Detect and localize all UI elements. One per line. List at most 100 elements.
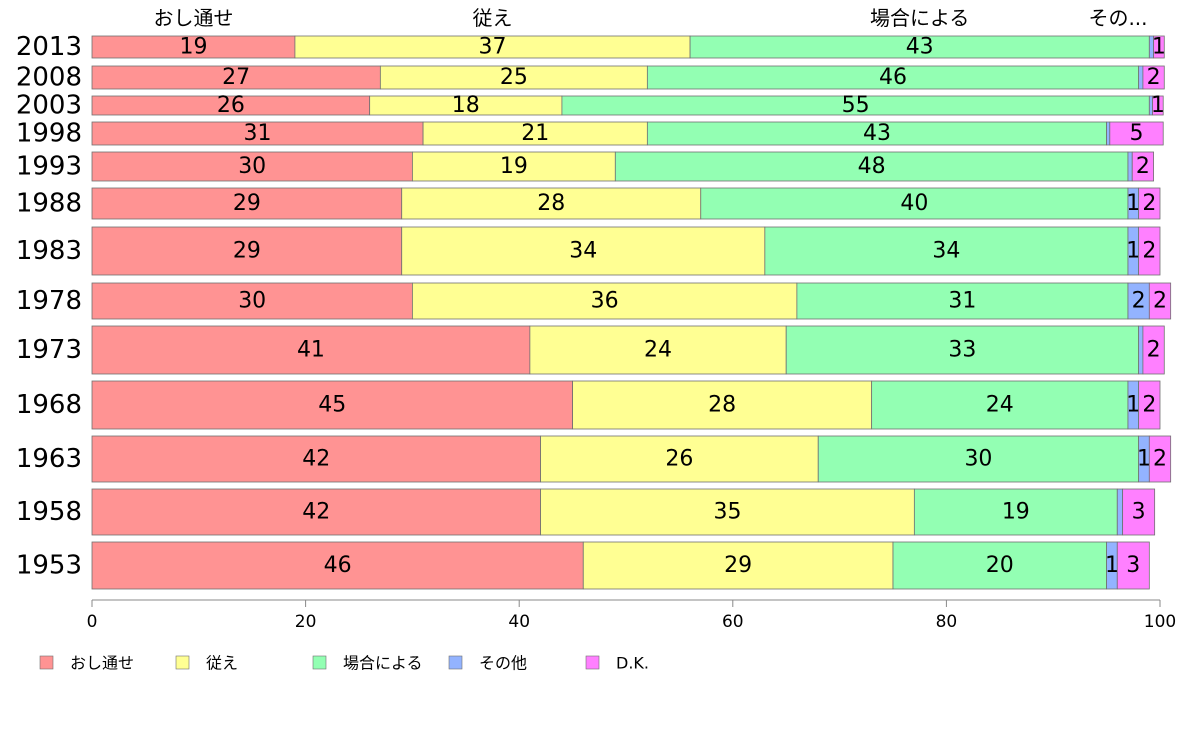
data-label: 34 xyxy=(932,239,960,264)
category-label: 1953 xyxy=(16,551,82,581)
bar-segment xyxy=(582,541,894,590)
bar-segment xyxy=(1142,65,1165,90)
bar-segment xyxy=(1122,488,1156,536)
bar-segment xyxy=(540,488,915,536)
data-label: 30 xyxy=(238,289,266,314)
bar-segment xyxy=(1138,380,1161,430)
data-label: 36 xyxy=(591,289,619,314)
data-label: 42 xyxy=(302,500,330,525)
top-segment-labels: おし通せ 従え 場合による その... xyxy=(153,6,1147,30)
data-label: 35 xyxy=(713,500,741,525)
data-label: 2 xyxy=(1147,338,1161,363)
data-label: 2 xyxy=(1132,289,1146,314)
bar-row-2003: 2003 26 18 55 1 xyxy=(16,91,1165,121)
bar-row-1983: 1983 29 34 34 1 2 xyxy=(16,226,1161,276)
data-label: 18 xyxy=(452,93,480,118)
data-label: 43 xyxy=(906,35,934,60)
data-label: 3 xyxy=(1126,553,1140,578)
data-label: 25 xyxy=(500,65,528,90)
bar-segment xyxy=(91,226,403,276)
data-label: 24 xyxy=(986,393,1014,418)
top-label: 従え xyxy=(473,6,513,30)
legend-label: おし通せ xyxy=(70,654,134,673)
bar-segment xyxy=(1142,325,1165,375)
top-label: その... xyxy=(1088,6,1147,30)
bar-segment xyxy=(785,325,1140,375)
data-label: 48 xyxy=(858,154,886,179)
bar-row-1988: 1988 29 28 40 1 2 xyxy=(16,187,1161,220)
bar-segment xyxy=(1148,435,1172,483)
data-label: 55 xyxy=(842,93,870,118)
legend-item: D.K. xyxy=(585,654,649,673)
data-label: 2 xyxy=(1142,191,1156,216)
bar-segment xyxy=(411,151,616,182)
data-label: 2 xyxy=(1142,239,1156,264)
data-label: 27 xyxy=(222,65,250,90)
bar-row-1978: 1978 30 36 31 2 2 xyxy=(16,282,1172,320)
legend-swatch xyxy=(448,655,463,670)
x-tick-label: 0 xyxy=(87,612,98,632)
x-tick-label: 40 xyxy=(508,612,530,632)
data-label: 2 xyxy=(1153,289,1167,314)
legend-swatch xyxy=(312,655,327,670)
category-label: 2013 xyxy=(16,32,82,62)
x-tick-label: 80 xyxy=(936,612,958,632)
category-label: 1993 xyxy=(16,152,82,182)
bar-segment xyxy=(1127,151,1133,182)
category-label: 1988 xyxy=(16,189,82,219)
data-label: 45 xyxy=(318,393,346,418)
data-label: 30 xyxy=(964,447,992,472)
bar-segment xyxy=(1109,121,1164,146)
data-label: 1 xyxy=(1126,239,1140,264)
data-label: 1 xyxy=(1105,553,1119,578)
bar-row-1993: 1993 30 19 48 2 xyxy=(16,152,1154,182)
bar-segment xyxy=(91,282,413,320)
data-label: 46 xyxy=(879,65,907,90)
category-label: 1998 xyxy=(16,119,82,149)
bar-row-1998: 1998 31 21 43 5 xyxy=(16,119,1164,149)
bar-segment xyxy=(913,488,1118,536)
data-label: 28 xyxy=(708,393,736,418)
legend-item: おし通せ xyxy=(39,654,134,673)
bar-segment xyxy=(401,226,766,276)
x-tick-label: 100 xyxy=(1144,612,1176,632)
category-label: 1978 xyxy=(16,286,82,316)
data-label: 21 xyxy=(521,121,549,146)
legend-swatch xyxy=(585,655,600,670)
data-label: 1 xyxy=(1152,35,1166,60)
x-tick-label: 20 xyxy=(295,612,317,632)
bar-segment xyxy=(614,151,1129,182)
data-label: 24 xyxy=(644,338,672,363)
bar-segment xyxy=(764,226,1129,276)
data-label: 37 xyxy=(479,35,507,60)
data-label: 31 xyxy=(244,121,272,146)
bar-row-1963: 1963 42 26 30 1 2 xyxy=(16,435,1172,483)
bar-segment xyxy=(572,380,873,430)
data-label: 29 xyxy=(724,553,752,578)
data-label: 41 xyxy=(297,338,325,363)
data-label: 29 xyxy=(233,239,261,264)
data-label: 2 xyxy=(1142,393,1156,418)
bar-row-2008: 2008 27 25 46 2 xyxy=(16,63,1165,93)
data-label: 20 xyxy=(986,553,1014,578)
category-label: 1983 xyxy=(16,236,82,266)
data-label: 19 xyxy=(179,35,207,60)
x-axis: 0 20 40 60 80 100 xyxy=(87,599,1176,632)
data-label: 1 xyxy=(1151,93,1165,118)
bar-row-1958: 1958 42 35 19 3 xyxy=(16,488,1156,536)
bar-segment xyxy=(91,151,413,182)
bar-segment xyxy=(1153,35,1165,59)
top-label: おし通せ xyxy=(153,6,233,30)
data-label: 42 xyxy=(302,447,330,472)
legend-swatch xyxy=(175,655,190,670)
data-label: 34 xyxy=(569,239,597,264)
bar-segment xyxy=(91,541,584,590)
data-label: 19 xyxy=(500,154,528,179)
legend-swatch xyxy=(39,655,54,670)
bar-segment xyxy=(529,325,787,375)
data-label: 5 xyxy=(1130,121,1144,146)
category-label: 2008 xyxy=(16,63,82,93)
bar-segment xyxy=(1131,151,1154,182)
legend-item: 場合による xyxy=(312,654,423,673)
bar-row-2013: 2013 19 37 43 1 xyxy=(16,32,1166,62)
